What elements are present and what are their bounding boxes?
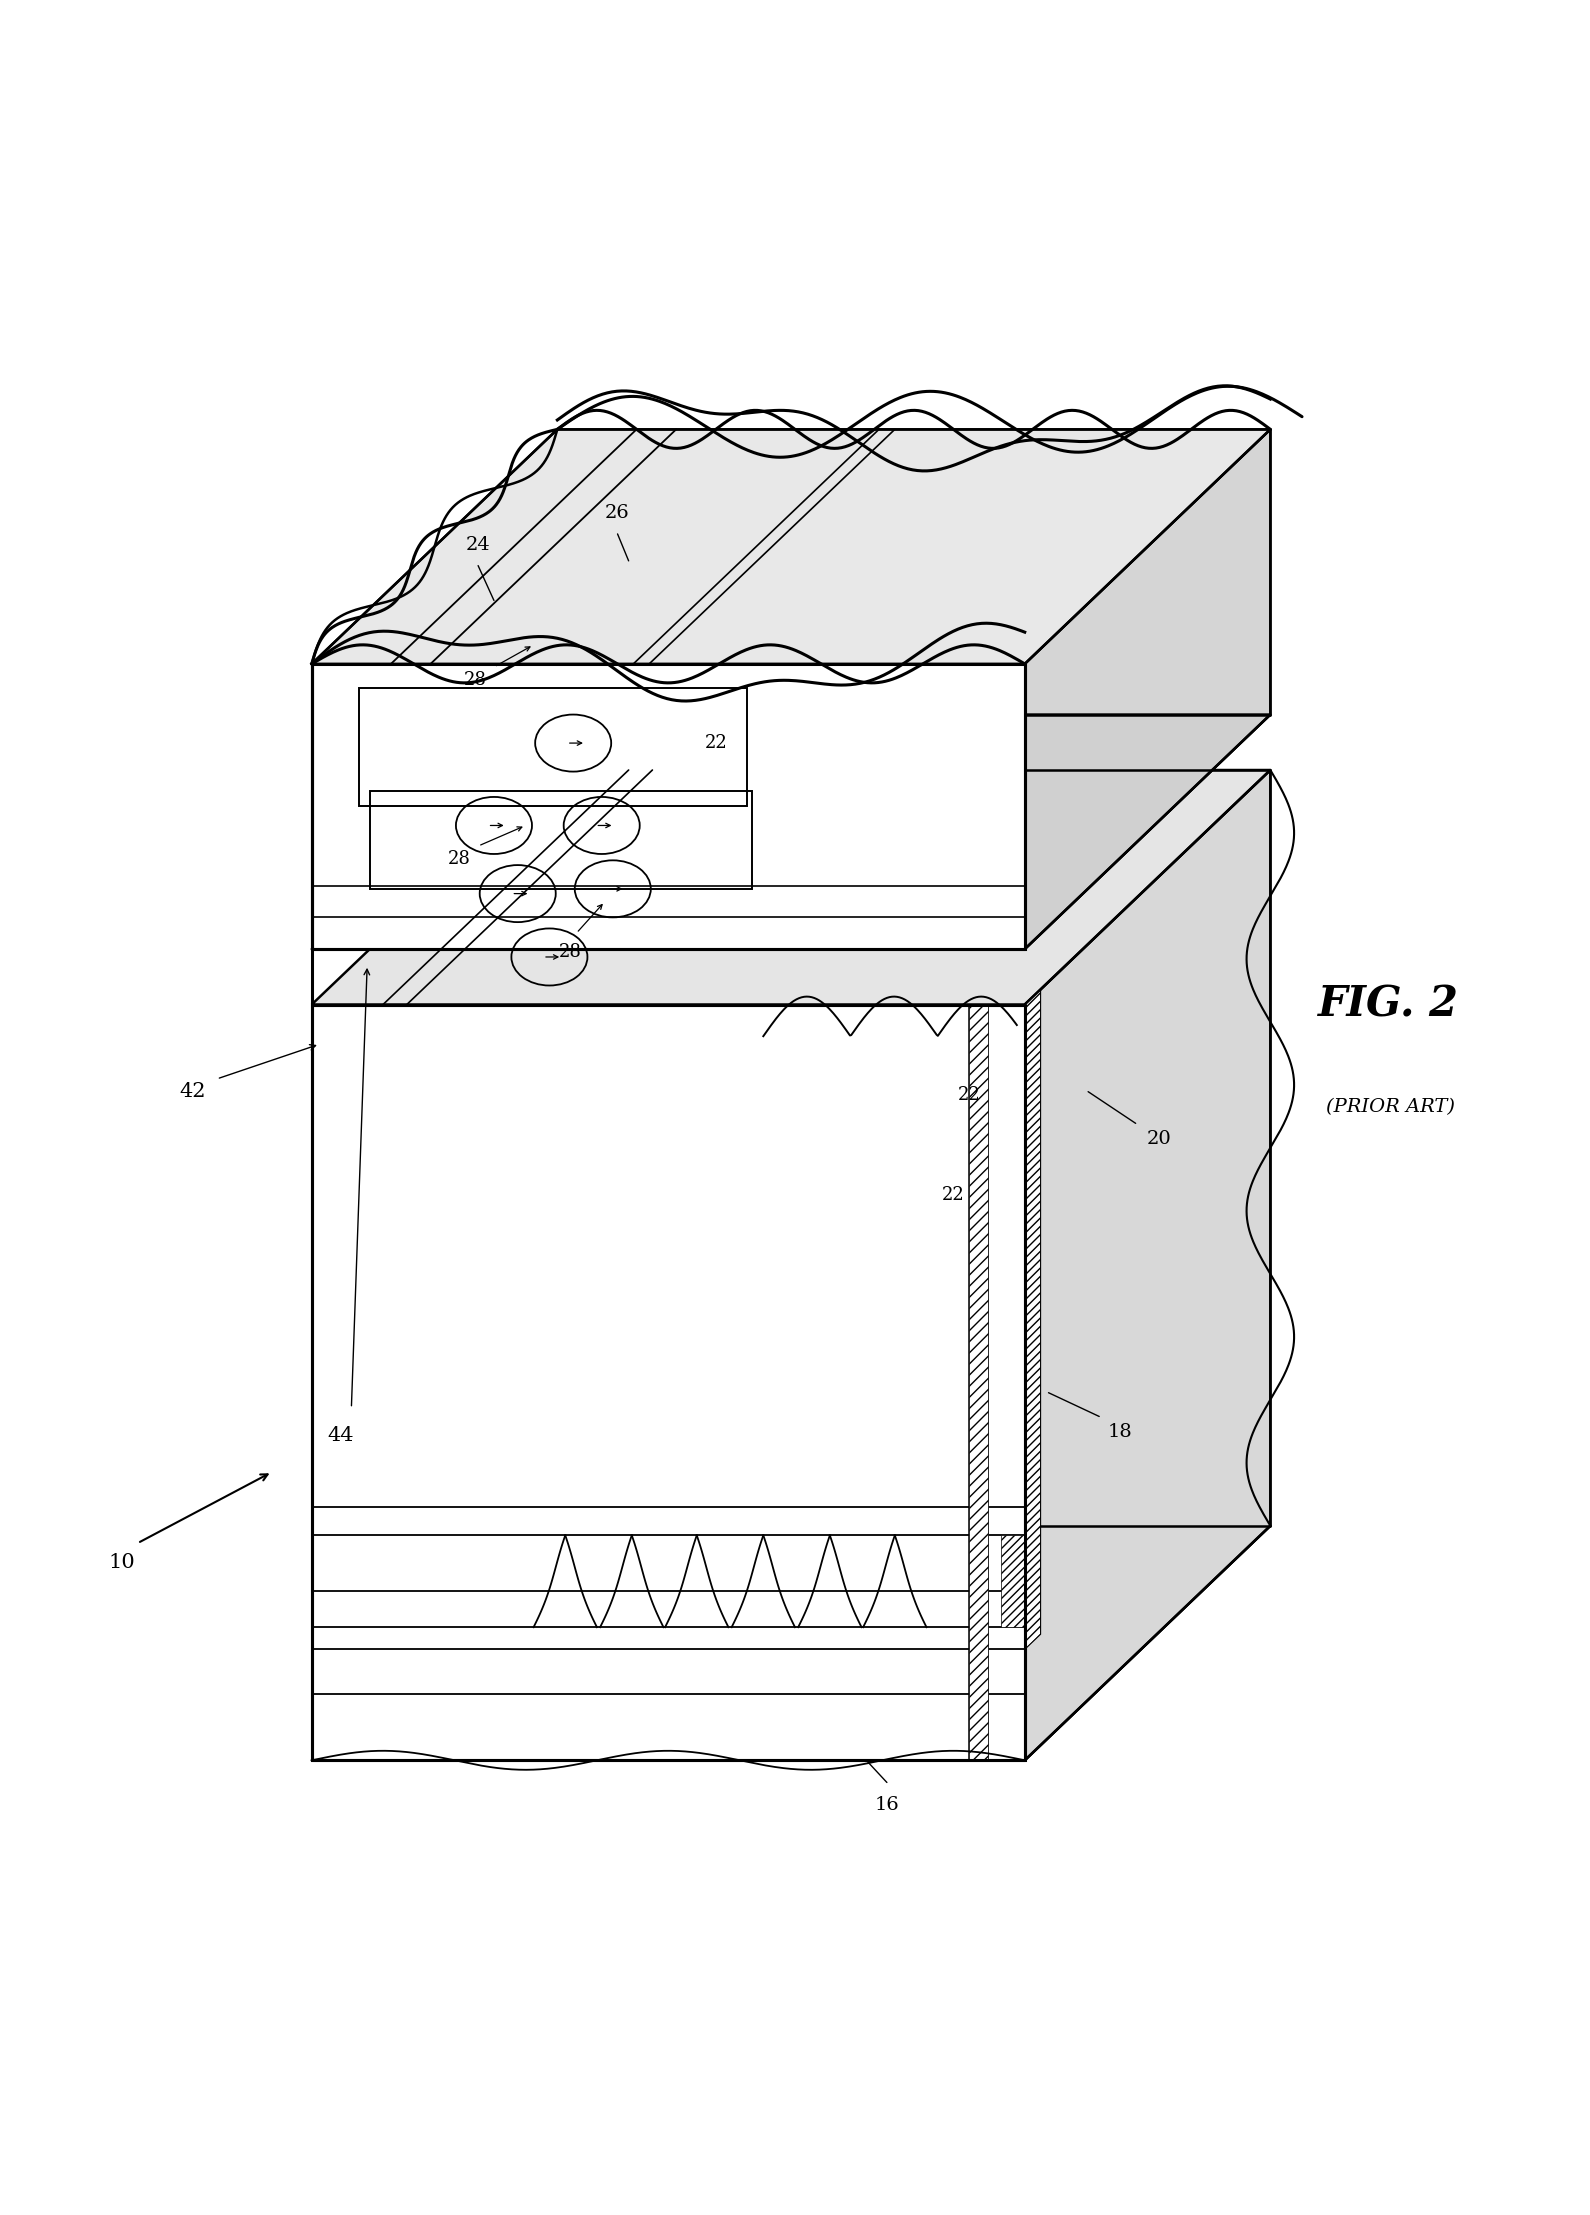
Polygon shape — [312, 1526, 1270, 1761]
Text: 42: 42 — [180, 1083, 207, 1101]
Text: FIG. 2: FIG. 2 — [1318, 983, 1460, 1026]
Polygon shape — [312, 1006, 1024, 1761]
Polygon shape — [312, 715, 1270, 948]
Bar — [1002, 1535, 1024, 1628]
Text: 18: 18 — [1108, 1424, 1132, 1442]
Polygon shape — [312, 430, 1270, 664]
Polygon shape — [312, 664, 1024, 948]
Polygon shape — [970, 1006, 989, 1761]
Polygon shape — [1024, 990, 1040, 1650]
Text: 16: 16 — [875, 1796, 900, 1814]
Polygon shape — [1024, 430, 1270, 948]
Text: 24: 24 — [466, 536, 490, 554]
Polygon shape — [312, 771, 1270, 1006]
Text: 20: 20 — [1146, 1130, 1172, 1147]
Text: (PRIOR ART): (PRIOR ART) — [1326, 1099, 1455, 1116]
Text: 26: 26 — [606, 505, 630, 523]
Text: 28: 28 — [464, 671, 487, 689]
Text: 28: 28 — [558, 944, 582, 961]
Text: 28: 28 — [448, 851, 471, 868]
Text: 44: 44 — [328, 1426, 353, 1444]
Polygon shape — [1024, 771, 1270, 1761]
Text: 22: 22 — [941, 1185, 965, 1203]
Text: 22: 22 — [957, 1085, 981, 1103]
Text: 10: 10 — [108, 1553, 135, 1573]
Text: 22: 22 — [704, 733, 727, 753]
